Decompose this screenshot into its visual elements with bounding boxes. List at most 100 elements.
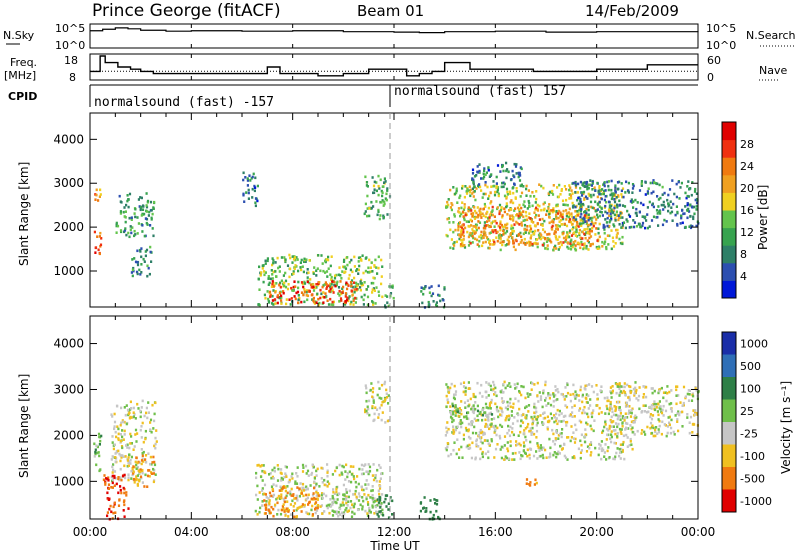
scatter-cell <box>134 433 137 436</box>
power-ytick-label: 4000 <box>53 132 84 146</box>
scatter-cell <box>661 420 664 424</box>
scatter-cell <box>366 512 369 515</box>
scatter-cell <box>552 218 555 221</box>
scatter-cell <box>431 516 434 520</box>
scatter-cell <box>469 207 472 211</box>
scatter-cell <box>422 287 425 290</box>
scatter-cell <box>460 206 463 210</box>
scatter-cell <box>371 300 374 303</box>
scatter-cell <box>315 301 318 304</box>
scatter-cell <box>537 400 540 403</box>
scatter-cell <box>286 485 289 488</box>
scatter-cell <box>451 431 454 434</box>
scatter-cell <box>557 437 560 440</box>
scatter-cell <box>630 420 633 424</box>
scatter-cell <box>469 242 472 245</box>
scatter-cell <box>567 215 571 219</box>
scatter-cell <box>467 206 470 209</box>
scatter-cell <box>610 420 614 424</box>
scatter-cell <box>662 396 665 400</box>
scatter-cell <box>604 204 607 208</box>
scatter-cell <box>154 401 157 405</box>
scatter-cell <box>481 408 484 412</box>
scatter-cell <box>473 206 476 209</box>
scatter-cell <box>301 470 305 473</box>
scatter-cell <box>466 399 469 402</box>
scatter-cell <box>563 222 566 226</box>
scatter-cell <box>670 426 673 430</box>
scatter-cell <box>366 412 369 415</box>
scatter-cell <box>499 220 502 223</box>
scatter-cell <box>566 436 569 439</box>
scatter-cell <box>611 389 614 393</box>
scatter-cell <box>609 405 612 408</box>
scatter-cell <box>338 513 341 516</box>
scatter-cell <box>531 382 534 385</box>
scatter-cell <box>464 406 467 409</box>
scatter-cell <box>609 402 612 406</box>
scatter-cell <box>117 477 120 481</box>
scatter-cell <box>331 286 334 289</box>
scatter-cell <box>445 394 448 398</box>
scatter-cell <box>574 205 577 209</box>
scatter-cell <box>671 219 674 222</box>
scatter-cell <box>490 388 493 391</box>
scatter-cell <box>289 513 293 516</box>
scatter-cell <box>529 194 532 198</box>
scatter-cell <box>366 214 369 218</box>
scatter-cell <box>385 392 388 396</box>
scatter-cell <box>349 506 352 510</box>
scatter-cell <box>580 443 583 447</box>
scatter-cell <box>552 399 555 403</box>
scatter-cell <box>284 472 287 475</box>
scatter-cell <box>349 268 352 272</box>
scatter-cell <box>304 464 308 468</box>
scatter-cell <box>565 198 568 202</box>
scatter-cell <box>327 303 331 306</box>
frequency-series <box>90 55 698 77</box>
scatter-cell <box>605 247 608 251</box>
scatter-cell <box>561 215 564 219</box>
scatter-cell <box>627 427 630 430</box>
scatter-cell <box>312 289 316 292</box>
scatter-cell <box>568 184 571 187</box>
scatter-cell <box>273 298 276 301</box>
scatter-cell <box>313 302 317 305</box>
scatter-cell <box>365 399 368 403</box>
scatter-cell <box>296 258 299 261</box>
scatter-cell <box>310 508 313 512</box>
scatter-cell <box>300 492 303 495</box>
scatter-cell <box>501 215 504 219</box>
scatter-cell <box>283 256 286 259</box>
scatter-cell <box>478 171 481 174</box>
scatter-cell <box>646 190 649 193</box>
scatter-cell <box>552 432 555 436</box>
scatter-cell <box>587 205 590 208</box>
scatter-cell <box>653 400 656 403</box>
scatter-cell <box>280 476 283 480</box>
scatter-cell <box>363 493 366 496</box>
scatter-cell <box>477 445 480 448</box>
scatter-cell <box>560 223 563 226</box>
scatter-cell <box>446 431 449 434</box>
scatter-cell <box>276 294 279 297</box>
scatter-cell <box>523 200 526 203</box>
scatter-cell <box>480 216 483 219</box>
scatter-cell <box>295 482 299 485</box>
velocity-colorbar-tick: -25 <box>740 427 758 440</box>
scatter-cell <box>365 487 368 490</box>
scatter-cell <box>529 236 532 240</box>
scatter-cell <box>364 210 367 213</box>
scatter-cell <box>375 200 378 203</box>
scatter-cell <box>690 399 694 402</box>
scatter-cell <box>604 237 607 241</box>
scatter-cell <box>494 219 497 223</box>
scatter-cell <box>587 218 590 222</box>
scatter-cell <box>306 298 309 302</box>
scatter-cell <box>586 423 589 426</box>
scatter-cell <box>258 491 261 494</box>
scatter-cell <box>141 469 144 472</box>
scatter-cell <box>471 192 474 195</box>
scatter-cell <box>282 290 285 293</box>
scatter-cell <box>529 440 532 444</box>
